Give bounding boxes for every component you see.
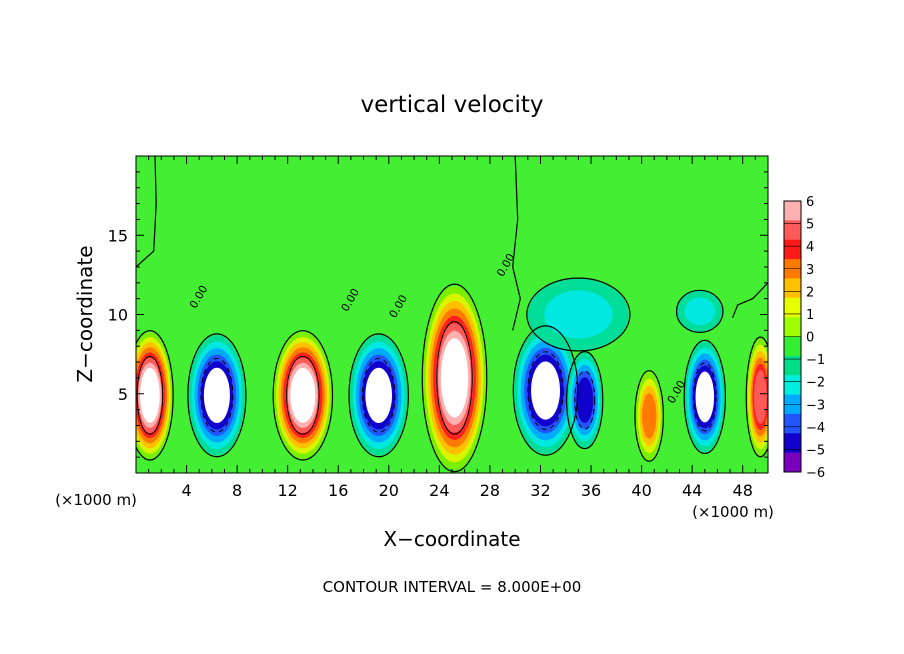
velocity-cell-updraft (746, 338, 768, 456)
x-tick-label: 36 (581, 481, 601, 500)
velocity-band (365, 367, 393, 423)
velocity-cell-updraft (422, 285, 487, 470)
chart-title: vertical velocity (361, 92, 544, 118)
velocity-cell-downdraft (676, 290, 723, 332)
colorbar-swatch (784, 239, 801, 260)
velocity-cell-downdraft (684, 341, 726, 453)
x-tick-label: 40 (631, 481, 651, 500)
y-tick-label: 10 (108, 306, 128, 325)
colorbar-swatch (784, 336, 801, 357)
velocity-cell-downdraft (349, 335, 408, 456)
colorbar-label: −2 (806, 376, 825, 391)
colorbar-swatch (784, 355, 801, 376)
colorbar-swatch (784, 413, 801, 434)
zero-contour (136, 330, 174, 461)
zero-contour (272, 330, 334, 461)
velocity-band (576, 377, 594, 423)
colorbar-swatch (784, 375, 801, 396)
colorbar: 6 5 4 3 2 1 0 −1 −2 −3 −4 −5 −6 (783, 195, 825, 481)
y-axis-ticks: 5 10 15 (108, 171, 768, 458)
x-unit-left: (×1000 m) (55, 491, 137, 509)
negative-contour (527, 351, 564, 430)
velocity-field (136, 156, 768, 473)
colorbar-label: 3 (806, 263, 814, 278)
velocity-band (290, 367, 316, 423)
velocity-cell-updraft (635, 371, 664, 461)
velocity-cell-updraft (136, 331, 173, 459)
zero-contour (634, 370, 664, 462)
colorbar-label: −4 (806, 421, 825, 436)
x-tick-label: 24 (429, 481, 449, 500)
zero-contour (566, 350, 604, 450)
colorbar-label: −1 (806, 353, 825, 368)
x-tick-label: 32 (530, 481, 550, 500)
velocity-band (754, 370, 767, 424)
zero-contour (526, 277, 631, 352)
x-tick-label: 20 (379, 481, 399, 500)
colorbar-label: 5 (806, 218, 814, 233)
velocity-cell-downdraft (513, 327, 578, 454)
y-tick-label: 5 (118, 385, 128, 404)
velocity-cell-downdraft (188, 335, 246, 456)
negative-contour (361, 357, 396, 433)
velocity-band (642, 393, 657, 439)
velocity-band (531, 361, 561, 420)
velocity-band (684, 297, 716, 326)
colorbar-label: 1 (806, 308, 814, 323)
contour-lines: 0.00 0.000.000.000.00 (136, 156, 768, 473)
colorbar-label: −5 (806, 443, 825, 458)
x-tick-label: 28 (480, 481, 500, 500)
x-axis-label: X−coordinate (383, 527, 520, 551)
velocity-band (544, 290, 613, 339)
zero-contour (675, 289, 724, 333)
colorbar-swatch (784, 278, 801, 299)
colorbar-swatch (784, 433, 801, 454)
zero-contour (732, 282, 768, 318)
velocity-cell-downdraft (567, 352, 603, 448)
velocity-band (695, 371, 715, 423)
contour-interval-note: CONTOUR INTERVAL = 8.000E+00 (323, 578, 582, 596)
y-axis-label: Z−coordinate (73, 245, 97, 382)
positive-contour (436, 321, 473, 435)
colorbar-swatch (784, 297, 801, 318)
y-tick-label: 15 (108, 226, 128, 245)
x-tick-label: 48 (733, 481, 753, 500)
x-tick-label: 44 (682, 481, 702, 500)
zero-contour (187, 333, 247, 458)
colorbar-swatch (784, 201, 801, 221)
zero-contour (136, 156, 157, 268)
colorbar-label: 4 (806, 240, 814, 255)
zero-contour (348, 333, 409, 458)
x-tick-label: 12 (278, 481, 298, 500)
zero-contour (745, 336, 768, 458)
colorbar-label: −3 (806, 398, 825, 413)
positive-contour (136, 356, 164, 435)
negative-contour (692, 362, 717, 432)
zero-contour (421, 283, 488, 473)
velocity-cell-updraft (273, 331, 332, 459)
zero-contour (683, 339, 727, 455)
colorbar-swatch (784, 220, 801, 241)
velocity-band (203, 367, 230, 423)
negative-contour (574, 370, 596, 430)
x-tick-label: 16 (328, 481, 348, 500)
colorbar-label: −6 (806, 466, 825, 481)
colorbar-label: 2 (806, 285, 814, 300)
x-tick-label: 8 (232, 481, 242, 500)
velocity-band (140, 367, 160, 423)
zero-contour (512, 156, 521, 331)
colorbar-swatch (784, 452, 801, 473)
x-unit-right: (×1000 m) (692, 503, 774, 521)
negative-contour (200, 357, 234, 433)
colorbar-swatch (784, 317, 801, 337)
zero-contour (512, 325, 579, 456)
colorbar-label: 6 (806, 195, 814, 210)
velocity-band (440, 338, 469, 418)
x-axis-ticks: 4 8 12 16 20 24 28 32 36 40 44 48 (148, 156, 756, 500)
colorbar-label: 0 (806, 331, 814, 346)
velocity-cell-downdraft (527, 278, 629, 351)
positive-contour (286, 356, 320, 435)
x-tick-label: 4 (181, 481, 191, 500)
